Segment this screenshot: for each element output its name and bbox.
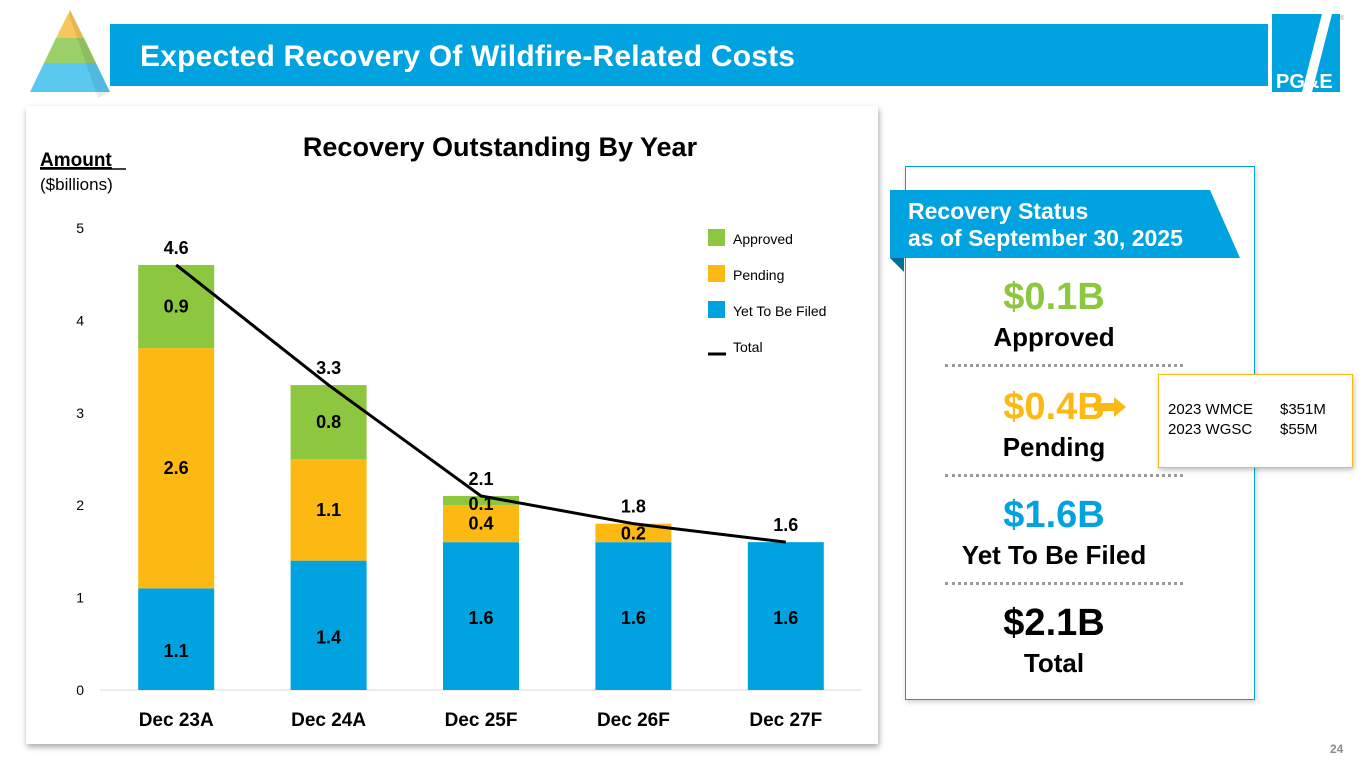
chart-panel: Recovery Outstanding By Year Amount ($bill… (26, 106, 878, 744)
data-label: 0.9 (164, 297, 189, 317)
data-label: 1.6 (621, 608, 646, 628)
y-tick-label: 3 (76, 405, 84, 421)
data-label: 0.2 (621, 524, 646, 544)
total-label: Total (1023, 648, 1085, 678)
bar-approved (443, 495, 519, 506)
page-number: 24 (1330, 742, 1344, 756)
data-label: 0.4 (468, 514, 493, 534)
filed-value: $1.6B (1003, 494, 1105, 536)
divider (945, 582, 1183, 585)
pending-value: $0.4B (1003, 386, 1105, 428)
y-tick-label: 4 (76, 312, 84, 328)
legend-label: Yet To Be Filed (733, 303, 826, 319)
chart-title: Recovery Outstanding By Year (303, 132, 698, 162)
logo-text: PG&E (1276, 71, 1333, 93)
data-label: 1.6 (773, 608, 798, 628)
y-tick-label: 2 (76, 497, 84, 513)
bar-chart: Recovery Outstanding By Year Amount ($bill… (40, 132, 862, 731)
data-label: 1.1 (164, 641, 189, 661)
total-label: 2.1 (468, 469, 493, 489)
y-tick-label: 1 (76, 590, 84, 606)
approved-label: Approved (993, 322, 1115, 352)
note-item: 2023 WMCE (1168, 401, 1254, 418)
pending-breakdown-box (1158, 374, 1353, 468)
arrow-right-icon (1094, 397, 1126, 417)
legend-swatch (708, 265, 725, 282)
y-tick-label: 5 (76, 220, 84, 236)
status-banner (890, 190, 1240, 272)
divider (945, 364, 1183, 367)
note-item: 2023 WGSC (1168, 421, 1253, 438)
divider (945, 474, 1183, 477)
data-label: 1.6 (468, 608, 493, 628)
note-amount: $55M (1280, 421, 1318, 438)
bar-approved (290, 385, 367, 459)
bar-pending (290, 459, 367, 561)
total-line (175, 263, 786, 544)
pge-logo: PG&E ® (1272, 14, 1344, 93)
note-amount: $351M (1280, 401, 1326, 418)
x-tick-label: Dec 26F (597, 710, 670, 731)
data-label: 0.8 (316, 412, 341, 432)
x-tick-label: Dec 23A (139, 710, 214, 731)
svg-text:®: ® (1340, 15, 1344, 22)
bar-pending (443, 505, 519, 543)
bar-pending (595, 523, 672, 543)
bar-yet-to-be-filed (138, 588, 215, 690)
y-axis-unit: ($billions) (40, 175, 113, 194)
data-label: 0.1 (468, 494, 493, 514)
pending-label: Pending (1002, 432, 1106, 462)
y-tick-label: 0 (76, 682, 84, 698)
bar-pending (138, 348, 215, 589)
status-heading-line2: as of September 30, 2025 (908, 225, 1183, 251)
filed-label: Yet To Be Filed (961, 540, 1147, 570)
data-label: 1.4 (316, 627, 341, 647)
total-label: 1.8 (621, 497, 646, 517)
bar-yet-to-be-filed (595, 542, 672, 690)
legend-label: Total (733, 339, 763, 355)
total-label: 1.6 (773, 515, 798, 535)
pyramid-icon (30, 10, 110, 98)
data-label: 2.6 (164, 458, 189, 478)
bar-approved (138, 264, 215, 349)
approved-value: $0.1B (1003, 276, 1105, 318)
legend-label: Pending (733, 267, 784, 283)
page-title: Expected Recovery Of Wildfire-Related Co… (140, 40, 796, 73)
status-heading: Recovery Status as of September 30, 2025 (908, 198, 1183, 252)
legend-swatch (708, 301, 725, 318)
bar-yet-to-be-filed (747, 542, 824, 690)
total-label: 3.3 (316, 358, 341, 378)
x-tick-label: Dec 27F (749, 710, 822, 731)
legend-label: Approved (733, 231, 793, 247)
x-tick-label: Dec 24A (291, 710, 366, 731)
bar-yet-to-be-filed (290, 560, 367, 690)
x-tick-label: Dec 25F (445, 710, 518, 731)
total-value: $2.1B (1003, 602, 1105, 644)
y-axis-label: Amount (40, 150, 112, 171)
bar-yet-to-be-filed (443, 542, 519, 690)
status-heading-line1: Recovery Status (908, 198, 1089, 224)
title-bar (110, 24, 1268, 86)
total-label: 4.6 (164, 238, 189, 258)
legend-swatch (708, 229, 725, 246)
data-label: 1.1 (316, 500, 341, 520)
